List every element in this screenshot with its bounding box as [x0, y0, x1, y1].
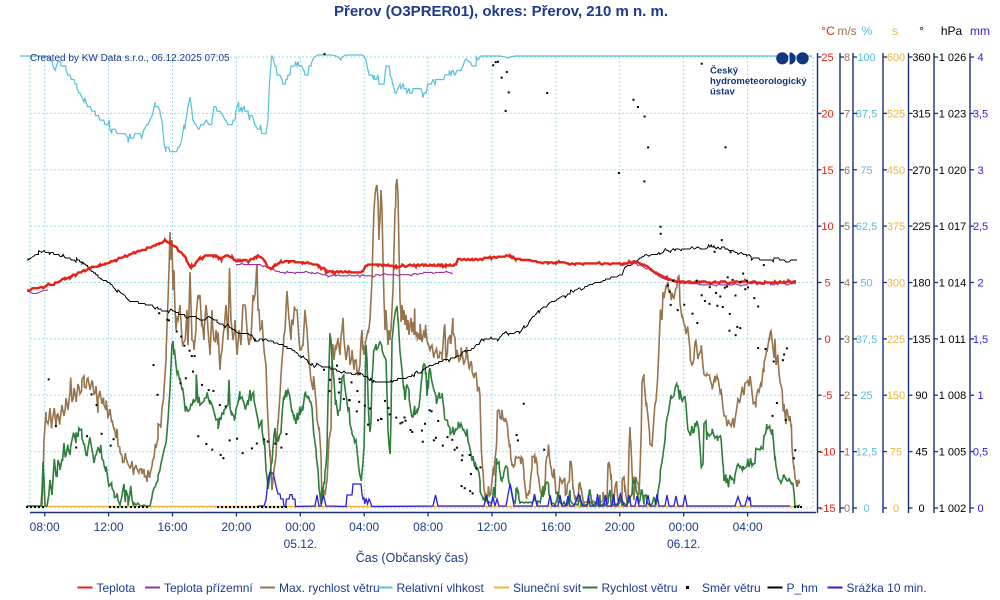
- svg-text:P_hm: P_hm: [787, 581, 818, 595]
- svg-text:1 011: 1 011: [939, 334, 966, 346]
- svg-text:360: 360: [912, 52, 930, 64]
- svg-text:Srážka 10 min.: Srážka 10 min.: [847, 581, 927, 595]
- svg-text:525: 525: [887, 108, 905, 120]
- svg-text:1 008: 1 008: [939, 390, 967, 402]
- svg-text:hPa: hPa: [941, 24, 963, 38]
- svg-text:6: 6: [844, 165, 850, 177]
- svg-text:08:00: 08:00: [30, 520, 60, 534]
- svg-text:62,5: 62,5: [856, 221, 877, 233]
- svg-text:16:00: 16:00: [157, 520, 187, 534]
- svg-text:45: 45: [915, 447, 927, 459]
- svg-text:Přerov (O3PRER01), okres: Přer: Přerov (O3PRER01), okres: Přerov, 210 m …: [334, 3, 668, 20]
- svg-text:135: 135: [912, 334, 930, 346]
- svg-text:25: 25: [860, 390, 872, 402]
- svg-text:Max. rychlost větru: Max. rychlost větru: [279, 581, 380, 595]
- svg-text:180: 180: [912, 278, 930, 290]
- svg-text:06.12.: 06.12.: [667, 537, 700, 551]
- svg-text:300: 300: [887, 278, 905, 290]
- svg-text:Čas (Občanský čas): Čas (Občanský čas): [356, 550, 469, 565]
- svg-text:0: 0: [824, 334, 830, 346]
- svg-text:Sluneční svit: Sluneční svit: [513, 581, 582, 595]
- svg-text:5: 5: [844, 221, 850, 233]
- svg-text:Relativní vlhkost: Relativní vlhkost: [397, 581, 485, 595]
- svg-text:75: 75: [890, 447, 902, 459]
- svg-text:37,5: 37,5: [856, 334, 877, 346]
- svg-text:°: °: [919, 24, 924, 38]
- svg-text:3: 3: [844, 334, 850, 346]
- svg-text:00:00: 00:00: [285, 520, 315, 534]
- svg-text:20:00: 20:00: [221, 520, 251, 534]
- svg-text:90: 90: [915, 390, 927, 402]
- svg-text:2: 2: [977, 278, 983, 290]
- svg-text:s: s: [892, 24, 898, 38]
- svg-text:100: 100: [857, 52, 875, 64]
- svg-text:00:00: 00:00: [669, 520, 699, 534]
- svg-text:12:00: 12:00: [94, 520, 124, 534]
- svg-text:600: 600: [887, 52, 905, 64]
- svg-text:0,5: 0,5: [973, 447, 988, 459]
- svg-text:ústav: ústav: [710, 87, 736, 98]
- svg-text:Teplota: Teplota: [97, 581, 136, 595]
- svg-text:%: %: [862, 24, 873, 38]
- svg-text:05.12.: 05.12.: [284, 537, 317, 551]
- svg-text:1: 1: [977, 390, 983, 402]
- svg-text:0: 0: [977, 503, 983, 515]
- svg-text:-10: -10: [820, 447, 836, 459]
- svg-text:mm: mm: [970, 24, 990, 38]
- svg-text:10: 10: [821, 221, 833, 233]
- svg-text:Teplota přízemní: Teplota přízemní: [164, 581, 253, 595]
- svg-text:25: 25: [821, 52, 833, 64]
- svg-text:225: 225: [912, 221, 930, 233]
- svg-text:15: 15: [821, 165, 833, 177]
- svg-text:0: 0: [893, 503, 899, 515]
- svg-text:1: 1: [844, 447, 850, 459]
- svg-text:270: 270: [912, 165, 930, 177]
- svg-text:-5: -5: [823, 390, 833, 402]
- svg-text:450: 450: [887, 165, 905, 177]
- svg-text:20:00: 20:00: [605, 520, 635, 534]
- svg-text:1 014: 1 014: [939, 278, 967, 290]
- svg-text:4: 4: [844, 278, 850, 290]
- svg-text:1 026: 1 026: [939, 52, 967, 64]
- svg-text:-15: -15: [820, 503, 836, 515]
- svg-text:m/s: m/s: [837, 24, 856, 38]
- svg-text:0: 0: [844, 503, 850, 515]
- svg-text:Český: Český: [710, 65, 739, 77]
- svg-text:1,5: 1,5: [973, 334, 988, 346]
- svg-text:4: 4: [977, 52, 983, 64]
- svg-text:5: 5: [824, 278, 830, 290]
- svg-text:315: 315: [912, 108, 930, 120]
- svg-text:1 020: 1 020: [939, 165, 967, 177]
- svg-text:Created by KW Data s.r.o., 06.: Created by KW Data s.r.o., 06.12.2025 07…: [30, 53, 230, 64]
- svg-text:1 005: 1 005: [939, 447, 967, 459]
- svg-text:Rychlost větru: Rychlost větru: [602, 581, 678, 595]
- svg-text:Směr větru: Směr větru: [702, 581, 761, 595]
- svg-text:20: 20: [821, 108, 833, 120]
- svg-text:50: 50: [860, 278, 872, 290]
- svg-text:hydrometeorologický: hydrometeorologický: [710, 76, 807, 87]
- svg-text:75: 75: [860, 165, 872, 177]
- svg-text:08:00: 08:00: [413, 520, 443, 534]
- svg-text:3,5: 3,5: [973, 108, 988, 120]
- svg-text:375: 375: [887, 221, 905, 233]
- svg-text:1 017: 1 017: [939, 221, 967, 233]
- svg-text:0: 0: [863, 503, 869, 515]
- svg-text:12,5: 12,5: [856, 447, 877, 459]
- svg-text:87,5: 87,5: [856, 108, 877, 120]
- svg-text:150: 150: [887, 390, 905, 402]
- svg-text:2: 2: [844, 390, 850, 402]
- svg-text:04:00: 04:00: [349, 520, 379, 534]
- svg-text:04:00: 04:00: [733, 520, 763, 534]
- svg-text:8: 8: [844, 52, 850, 64]
- svg-text:1 002: 1 002: [939, 503, 967, 515]
- svg-text:7: 7: [844, 108, 850, 120]
- svg-text:16:00: 16:00: [541, 520, 571, 534]
- svg-text:225: 225: [887, 334, 905, 346]
- svg-text:1 023: 1 023: [939, 108, 967, 120]
- svg-text:12:00: 12:00: [477, 520, 507, 534]
- svg-text:2,5: 2,5: [973, 221, 988, 233]
- svg-text:°C: °C: [821, 24, 835, 38]
- svg-text:3: 3: [977, 165, 983, 177]
- svg-text:0: 0: [918, 503, 924, 515]
